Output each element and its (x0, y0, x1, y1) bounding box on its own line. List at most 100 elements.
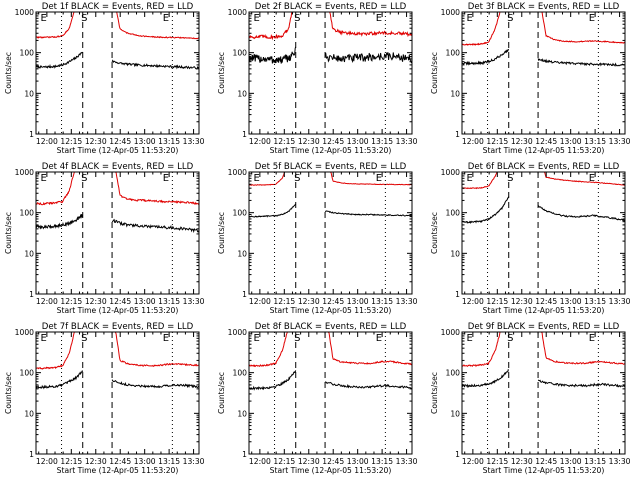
x-tick-label: 12:00 (249, 297, 271, 306)
y-tick-label: 1 (455, 450, 460, 459)
plot-frame (461, 11, 626, 135)
x-tick-label: 12:15 (486, 457, 508, 466)
x-axis-label: Start Time (12-Apr-05 11:53:20) (57, 466, 179, 475)
x-tick-label: 12:45 (535, 137, 557, 146)
y-axis-label: Counts/sec (430, 52, 439, 94)
marker-e-3: E (163, 173, 169, 184)
marker-s-2: S (81, 333, 87, 344)
x-tick-label: 12:30 (298, 137, 320, 146)
plot-frame (35, 11, 200, 135)
x-tick-label: 12:45 (535, 457, 557, 466)
series-events-line (36, 213, 199, 234)
x-tick-label: 12:45 (109, 297, 131, 306)
series-lld-line (36, 172, 199, 206)
marker-e-1: E (466, 13, 472, 24)
marker-e-3: E (589, 333, 595, 344)
y-tick-label: 1000 (441, 328, 460, 337)
x-axis-label: Start Time (12-Apr-05 11:53:20) (57, 146, 179, 155)
x-tick-label: 12:00 (462, 297, 484, 306)
series-group (36, 172, 199, 234)
series-group (462, 172, 625, 225)
x-tick-label: 12:30 (298, 457, 320, 466)
y-tick-label: 1000 (228, 328, 247, 337)
series-group (36, 12, 199, 70)
x-axis-label: Start Time (12-Apr-05 11:53:20) (270, 306, 392, 315)
x-tick-label: 12:15 (273, 137, 295, 146)
x-tick-label: 12:45 (109, 457, 131, 466)
chart-title: Det 6f BLACK = Events, RED = LLD (468, 162, 620, 172)
y-tick-label: 100 (233, 49, 248, 58)
x-tick-label: 12:45 (109, 137, 131, 146)
y-tick-label: 1000 (228, 168, 247, 177)
series-group (36, 332, 199, 390)
series-events-line (462, 368, 625, 389)
x-tick-label: 13:00 (134, 137, 156, 146)
y-tick-label: 10 (237, 249, 247, 258)
x-axis-label: Start Time (12-Apr-05 11:53:20) (483, 466, 605, 475)
y-tick-label: 1000 (441, 168, 460, 177)
y-tick-label: 1 (29, 290, 34, 299)
x-axis-label: Start Time (12-Apr-05 11:53:20) (483, 146, 605, 155)
x-tick-label: 13:15 (584, 297, 606, 306)
plot-frame (461, 331, 626, 455)
x-tick-label: 13:15 (584, 137, 606, 146)
y-tick-label: 1000 (228, 8, 247, 17)
y-tick-label: 1 (242, 290, 247, 299)
x-tick-label: 12:30 (511, 137, 533, 146)
x-tick-label: 13:30 (396, 457, 418, 466)
x-tick-label: 13:30 (183, 457, 205, 466)
series-group (249, 332, 412, 391)
y-tick-label: 100 (20, 369, 35, 378)
y-tick-label: 1 (242, 450, 247, 459)
x-tick-label: 12:00 (249, 457, 271, 466)
y-tick-label: 10 (237, 89, 247, 98)
x-axis-label: Start Time (12-Apr-05 11:53:20) (270, 466, 392, 475)
x-tick-label: 13:15 (158, 297, 180, 306)
x-tick-label: 13:15 (158, 137, 180, 146)
x-tick-label: 12:30 (85, 297, 107, 306)
y-tick-label: 1 (455, 290, 460, 299)
x-tick-label: 12:15 (486, 137, 508, 146)
x-tick-label: 13:30 (609, 297, 631, 306)
plot-frame (35, 171, 200, 295)
x-tick-label: 12:00 (36, 297, 58, 306)
marker-e-3: E (376, 13, 382, 24)
x-tick-label: 12:00 (36, 137, 58, 146)
x-tick-label: 13:15 (371, 457, 393, 466)
x-tick-label: 13:00 (560, 297, 582, 306)
marker-e-1: E (40, 333, 46, 344)
x-tick-label: 13:15 (584, 457, 606, 466)
series-events-line (249, 203, 412, 218)
series-group (462, 12, 625, 67)
series-events-line (462, 196, 625, 225)
x-tick-label: 12:30 (511, 457, 533, 466)
marker-e-3: E (589, 173, 595, 184)
series-lld-line (249, 332, 412, 368)
x-tick-label: 12:15 (60, 297, 82, 306)
marker-e-1: E (253, 13, 259, 24)
x-tick-label: 12:30 (511, 297, 533, 306)
x-axis-label: Start Time (12-Apr-05 11:53:20) (483, 306, 605, 315)
marker-s-2: S (81, 173, 87, 184)
series-lld-line (36, 12, 199, 40)
series-group (462, 332, 625, 389)
series-lld-line (462, 172, 625, 190)
x-tick-label: 13:30 (183, 297, 205, 306)
x-tick-label: 12:30 (298, 297, 320, 306)
y-tick-label: 10 (450, 249, 460, 258)
x-tick-label: 12:00 (249, 137, 271, 146)
x-tick-label: 12:15 (60, 457, 82, 466)
x-tick-label: 12:00 (36, 457, 58, 466)
x-tick-label: 13:30 (396, 137, 418, 146)
y-tick-label: 1000 (15, 328, 34, 337)
series-events-line (249, 46, 412, 64)
x-tick-label: 12:15 (60, 137, 82, 146)
series-lld-line (36, 332, 199, 370)
